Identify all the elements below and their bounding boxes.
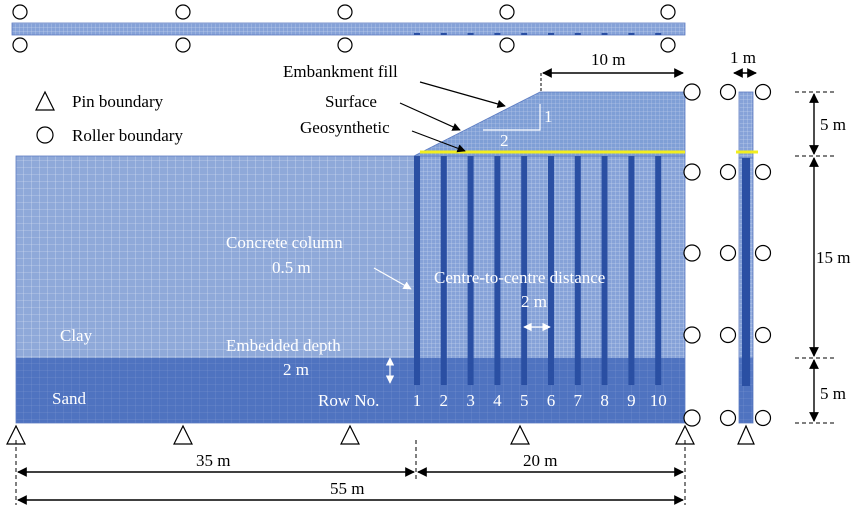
plan-column-mark: [548, 33, 554, 35]
concrete-column: [414, 156, 420, 385]
plan-column-mark: [601, 33, 608, 35]
plan-column-mark: [414, 33, 420, 35]
pin-boundary-icon: [173, 424, 193, 445]
embankment-callouts: Embankment fill Surface Geosynthetic: [283, 62, 506, 153]
plan-column-mark: [467, 33, 474, 35]
plan-column-mark: [655, 33, 662, 35]
roller-boundary-icon: [12, 37, 28, 53]
concrete-column: [628, 156, 635, 385]
concrete-column: [521, 156, 528, 385]
concrete-column: [601, 156, 608, 385]
side-column: [742, 158, 750, 386]
legend-pin-label: Pin boundary: [72, 92, 164, 111]
pin-boundary-icon: [510, 424, 530, 445]
row-no-label: Row No.: [318, 391, 379, 410]
row-number: 9: [627, 391, 636, 410]
embedded-depth-label: Embedded depth: [226, 336, 341, 355]
plan-column-mark: [440, 33, 447, 35]
column-size-label: 0.5 m: [272, 258, 311, 277]
roller-boundary-icon: [719, 244, 737, 262]
row-number: 7: [574, 391, 583, 410]
row-number: 3: [466, 391, 475, 410]
embankment-height-label: 5 m: [820, 115, 846, 134]
side-column-model: 1 m: [719, 48, 772, 445]
slope-vertical: 1: [544, 107, 553, 126]
concrete-columns: [414, 156, 662, 385]
roller-boundary-icon: [754, 83, 772, 101]
vertical-dimensions: 5 m 15 m 5 m: [795, 91, 850, 424]
sand-layer: [16, 358, 685, 423]
main-section: 1 2 Row No. 1 2 3 4 5 6 7 8 9 10 Clay Sand Concre…: [6, 83, 701, 445]
horizontal-dimensions: 35 m 20 m 55 m: [15, 440, 686, 505]
roller-boundary-icon: [12, 4, 28, 20]
slope-indicator: 1 2: [483, 104, 553, 150]
roller-boundary-icon: [337, 37, 353, 53]
roller-boundary-icon: [683, 244, 701, 262]
roller-boundary-icon: [719, 409, 737, 427]
concrete-column: [494, 156, 501, 385]
clay-height-label: 15 m: [816, 248, 850, 267]
row-number: 4: [493, 391, 502, 410]
geosynthetic-label: Geosynthetic: [300, 118, 390, 137]
roller-boundary-icon: [660, 4, 676, 20]
row-number: 2: [440, 391, 449, 410]
top-width-label: 10 m: [591, 50, 625, 69]
roller-boundary-icon: [175, 37, 191, 53]
row-number: 5: [520, 391, 529, 410]
roller-boundary-icon: [175, 4, 191, 20]
roller-boundary-icon: [499, 37, 515, 53]
roller-boundary-icon: [683, 163, 701, 181]
right-width-label: 20 m: [523, 451, 557, 470]
concrete-column: [548, 156, 554, 385]
clay-label: Clay: [60, 326, 93, 345]
roller-boundary-icon: [754, 409, 772, 427]
side-width-label: 1 m: [730, 48, 756, 67]
pin-boundary-icon: [340, 424, 360, 445]
left-width-label: 35 m: [196, 451, 230, 470]
sand-height-label: 5 m: [820, 384, 846, 403]
legend-roller-label: Roller boundary: [72, 126, 183, 145]
pin-boundary-icon: [35, 90, 55, 111]
sand-label: Sand: [52, 389, 87, 408]
roller-boundary-icon: [36, 126, 54, 144]
slope-horizontal: 2: [500, 131, 509, 150]
plan-column-mark: [521, 33, 528, 35]
roller-boundary-icon: [719, 163, 737, 181]
concrete-column-label: Concrete column: [226, 233, 343, 252]
embankment-fill-label: Embankment fill: [283, 62, 398, 81]
concrete-column: [467, 156, 474, 385]
concrete-column: [574, 156, 581, 385]
row-number: 8: [600, 391, 609, 410]
side-pin-icon: [737, 424, 755, 445]
centre-distance-label: Centre-to-centre distance: [434, 268, 605, 287]
roller-boundary-icon: [754, 326, 772, 344]
embedded-depth-value: 2 m: [283, 360, 309, 379]
top-width-dimension: 10 m: [540, 50, 684, 92]
plan-column-mark: [628, 33, 635, 35]
roller-boundary-icon: [719, 83, 737, 101]
concrete-column: [440, 156, 447, 385]
concrete-column: [655, 156, 662, 385]
surface-label: Surface: [325, 92, 377, 111]
plan-view-strip: [11, 4, 686, 53]
roller-boundary-icon: [337, 4, 353, 20]
roller-boundary-icon: [754, 163, 772, 181]
roller-boundary-icon: [719, 326, 737, 344]
roller-boundary-icon: [683, 409, 701, 427]
row-number: 10: [650, 391, 667, 410]
roller-boundary-icon: [683, 83, 701, 101]
row-number: 6: [547, 391, 556, 410]
roller-boundary-icon: [660, 37, 676, 53]
roller-boundary-icon: [499, 4, 515, 20]
roller-boundary-icon: [683, 326, 701, 344]
plan-column-mark: [494, 33, 501, 35]
row-number: 1: [413, 391, 422, 410]
total-width-label: 55 m: [330, 479, 364, 498]
plan-column-mark: [574, 33, 581, 35]
roller-boundary-icon: [754, 244, 772, 262]
legend: Pin boundary Roller boundary: [35, 90, 183, 145]
centre-distance-value: 2 m: [521, 292, 547, 311]
